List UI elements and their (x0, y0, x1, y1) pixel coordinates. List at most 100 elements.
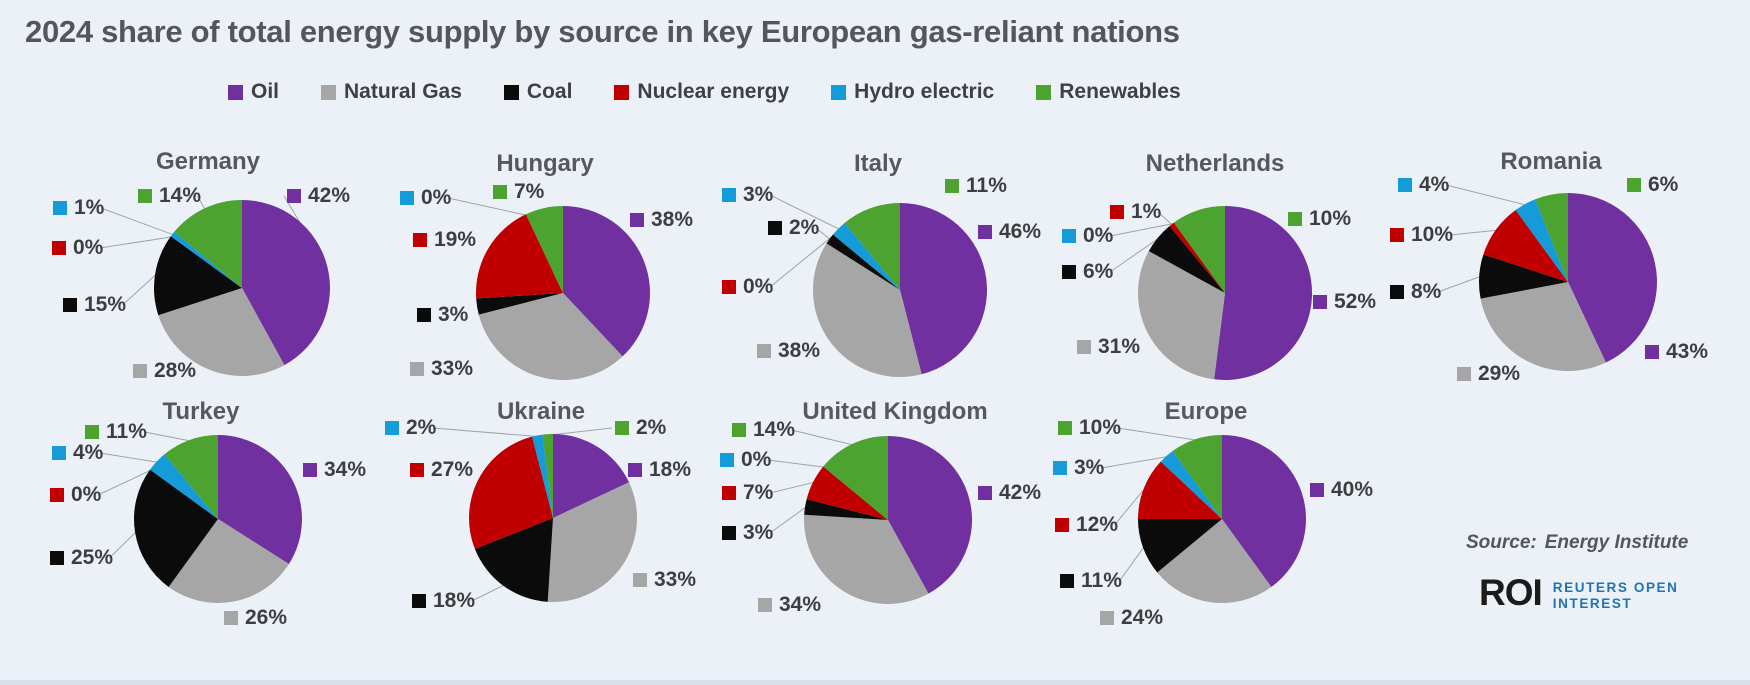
label-value: 27% (431, 458, 474, 481)
pie-slice-renewables (1535, 193, 1568, 282)
label-swatch-coal (1060, 574, 1074, 588)
pie-label-europe-hydro: 3% (1053, 456, 1104, 480)
pie-label-netherlands-oil: 52% (1313, 290, 1376, 314)
pie-europe (1138, 435, 1306, 603)
pie-slice-oil (218, 435, 302, 565)
label-swatch-nuclear (1110, 205, 1124, 219)
roi-logo-line2: INTEREST (1552, 596, 1633, 611)
label-value: 0% (71, 483, 102, 506)
pie-title-turkey: Turkey (162, 398, 240, 425)
label-value: 3% (1074, 456, 1105, 479)
label-swatch-nuclear (722, 280, 736, 294)
pie-label-united-kingdom-natural_gas: 34% (758, 593, 821, 617)
source-note: Source: Energy Institute (1466, 532, 1688, 554)
label-swatch-oil (1645, 345, 1659, 359)
label-swatch-natural_gas (1457, 367, 1471, 381)
pie-romania (1479, 193, 1657, 371)
label-value: 2% (789, 216, 820, 239)
legend-swatch-nuclear (614, 84, 630, 100)
legend: Oil Natural Gas Coal Nuclear energy Hydro el… (228, 80, 1181, 104)
label-value: 0% (73, 236, 104, 259)
leader-line-coal (769, 506, 807, 534)
legend-swatch-natural_gas (321, 84, 337, 100)
label-swatch-nuclear (410, 463, 424, 477)
pie-slice-renewables (164, 435, 218, 519)
legend-swatch-hydro (831, 84, 847, 100)
pie-label-turkey-nuclear: 0% (50, 483, 101, 507)
pie-slice-renewables (844, 203, 900, 290)
pie-slice-hydro (1515, 199, 1568, 282)
label-swatch-hydro (400, 191, 414, 205)
label-value: 46% (999, 220, 1042, 243)
pie-slice-renewables (525, 206, 563, 293)
pie-slice-oil (888, 436, 973, 594)
pie-slice-natural_gas (168, 519, 289, 603)
label-swatch-oil (630, 213, 644, 227)
pie-label-netherlands-nuclear: 1% (1110, 200, 1161, 224)
label-swatch-nuclear (722, 486, 736, 500)
pie-slice-natural_gas (1157, 519, 1272, 603)
label-value: 10% (1079, 416, 1122, 439)
label-swatch-hydro (1053, 461, 1067, 475)
pie-label-europe-coal: 11% (1060, 569, 1122, 593)
pie-label-netherlands-natural_gas: 31% (1077, 335, 1140, 359)
label-value: 8% (1411, 280, 1442, 303)
legend-label: Oil (251, 80, 280, 103)
label-swatch-coal (63, 298, 77, 312)
pie-slice-coal (474, 518, 553, 602)
label-value: 38% (651, 208, 694, 231)
pie-slice-renewables (1173, 206, 1225, 293)
pie-slice-renewables (1172, 435, 1222, 519)
pie-label-italy-coal: 2% (768, 216, 819, 240)
label-value: 3% (438, 303, 469, 326)
pie-slice-oil (1568, 193, 1657, 363)
legend-swatch-renewables (1036, 84, 1052, 100)
pie-label-hungary-renewables: 7% (493, 180, 544, 204)
label-swatch-natural_gas (1100, 611, 1114, 625)
pie-label-united-kingdom-renewables: 14% (732, 418, 795, 442)
label-value: 18% (649, 458, 692, 481)
pie-label-italy-hydro: 3% (722, 183, 773, 207)
pie-slice-renewables (542, 434, 553, 518)
legend-item-hydro: Hydro electric (831, 80, 994, 104)
pie-label-netherlands-renewables: 10% (1288, 207, 1351, 231)
legend-label: Coal (526, 80, 573, 103)
label-value: 11% (966, 174, 1007, 197)
legend-swatch-coal (503, 84, 519, 100)
pie-slice-coal (476, 293, 563, 315)
label-value: 2% (636, 416, 667, 439)
pie-slice-natural_gas (812, 243, 922, 378)
label-swatch-coal (412, 594, 426, 608)
pie-slice-coal (1138, 519, 1222, 573)
pie-slice-coal (134, 469, 218, 587)
label-swatch-hydro (722, 188, 736, 202)
label-value: 15% (84, 293, 127, 316)
pie-title-europe: Europe (1164, 398, 1248, 425)
roi-logo-text: REUTERS OPEN INTEREST (1553, 577, 1679, 612)
label-swatch-hydro (1398, 178, 1412, 192)
pie-label-romania-hydro: 4% (1398, 173, 1449, 197)
pie-slice-renewables (823, 436, 888, 520)
label-swatch-oil (287, 189, 301, 203)
label-value: 33% (431, 357, 474, 380)
legend-label: Natural Gas (344, 80, 462, 103)
pie-label-ukraine-renewables: 2% (615, 416, 666, 440)
pie-label-germany-nuclear: 0% (52, 236, 103, 260)
label-value: 11% (1081, 569, 1122, 592)
pie-slice-coal (154, 236, 242, 316)
pie-slice-renewables (174, 200, 242, 288)
label-swatch-natural_gas (133, 364, 147, 378)
source-value: Energy Institute (1544, 532, 1689, 553)
pie-title-italy: Italy (853, 150, 903, 177)
label-swatch-oil (1313, 295, 1327, 309)
pie-slice-natural_gas (1480, 282, 1606, 371)
pie-label-italy-natural_gas: 38% (757, 339, 820, 363)
label-value: 31% (1098, 335, 1141, 358)
label-swatch-hydro (52, 446, 66, 460)
legend-item-nuclear: Nuclear energy (614, 80, 789, 104)
page-title: 2024 share of total energy supply by sou… (25, 14, 1180, 49)
label-swatch-hydro (385, 421, 399, 435)
label-swatch-oil (303, 463, 317, 477)
pie-label-turkey-natural_gas: 26% (224, 606, 287, 630)
